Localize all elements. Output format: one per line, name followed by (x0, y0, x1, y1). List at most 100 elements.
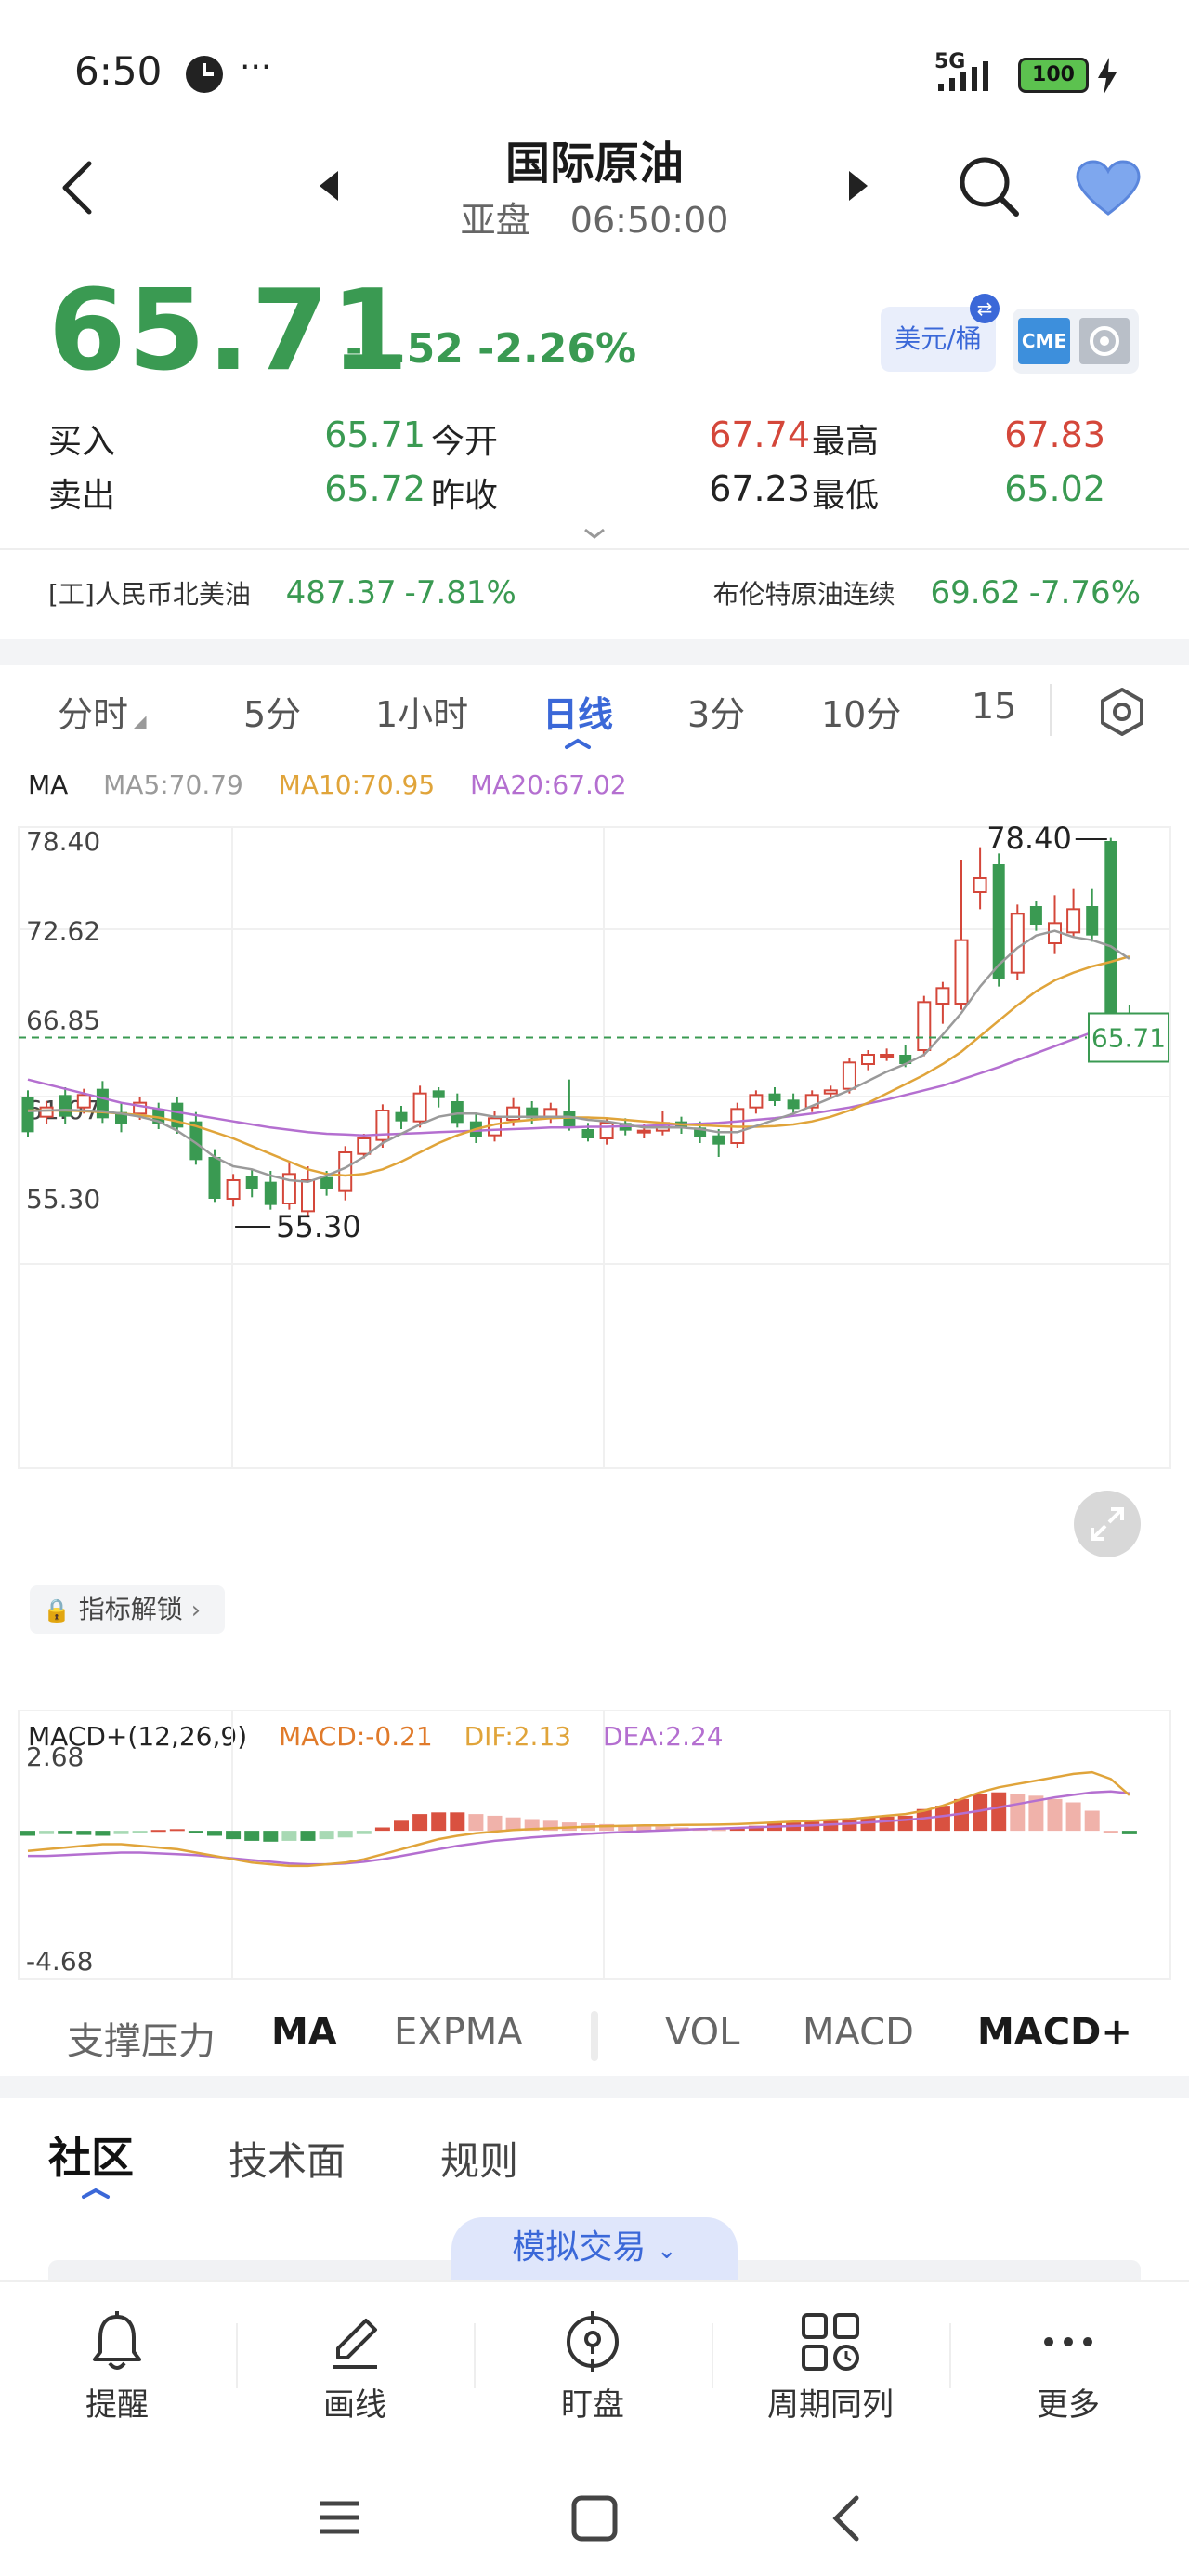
candle-body (935, 987, 950, 1005)
candle-body (226, 1179, 241, 1200)
related-item-brent[interactable]: 布伦特原油连续 69.62 -7.76% (713, 574, 1141, 611)
exchange-badge-group: CME (1013, 309, 1139, 374)
macd-histogram-bar (1103, 1831, 1118, 1833)
related-item-cny-oil[interactable]: [工]人民币北美油 487.37 -7.81% (48, 574, 516, 611)
tab-expma[interactable]: EXPMA (394, 2011, 523, 2054)
candle-body (712, 1135, 725, 1145)
menu-icon[interactable] (316, 2496, 362, 2539)
tab-1hour[interactable]: 1小时 (375, 694, 469, 735)
prev-instrument-icon[interactable] (316, 167, 344, 204)
tab-community[interactable]: 社区 (48, 2133, 134, 2183)
tab-label: 分时 (58, 694, 129, 735)
tab-intraday[interactable]: 分时 ◢ (58, 694, 147, 735)
ma10-legend: MA10:70.95 (278, 769, 436, 800)
candle-body (1104, 841, 1117, 1029)
macd-histogram-bar (188, 1831, 203, 1833)
macd-histogram-bar (300, 1831, 316, 1841)
macd-histogram-bar (636, 1825, 652, 1832)
related-name: 布伦特原油连续 (712, 579, 895, 610)
ma-legend: MA MA5:70.79 MA10:70.95 MA20:67.02 (28, 769, 627, 800)
home-icon[interactable] (570, 2494, 619, 2543)
unlock-indicators-button[interactable]: 🔒 指标解锁 › (30, 1585, 226, 1634)
macd-histogram-bar (897, 1815, 913, 1832)
dif-value: DIF:2.13 (464, 1721, 572, 1752)
active-tab-indicator (565, 738, 591, 749)
candle-body (861, 1054, 875, 1065)
candle-body (506, 1106, 521, 1121)
alert-button[interactable]: 提醒 (33, 2305, 201, 2425)
macd-histogram-bar (973, 1794, 988, 1832)
tab-technical[interactable]: 技术面 (229, 2138, 346, 2184)
tab-macd-plus[interactable]: MACD+ (977, 2011, 1132, 2054)
candle-body (768, 1093, 781, 1101)
sim-trade-button[interactable]: 模拟交易 ⌄ (451, 2217, 738, 2280)
draw-line-button[interactable]: 画线 (271, 2305, 438, 2425)
favorite-heart-icon[interactable] (1074, 160, 1143, 219)
price-change-abs: -1.52 (346, 325, 464, 373)
candle-body (954, 939, 969, 1005)
macd-histogram-bar (150, 1830, 166, 1833)
macd-legend-label: MACD+(12,26,9) (28, 1721, 248, 1752)
back-icon[interactable] (56, 158, 97, 217)
sim-trade-label: 模拟交易 (512, 2228, 647, 2267)
bottom-toolbar: 提醒 画线 盯盘 周期同列 更多 (0, 2280, 1189, 2425)
macd-chart[interactable]: 2.68 -4.68 (0, 1710, 1189, 1989)
watch-market-button[interactable]: 盯盘 (509, 2305, 676, 2425)
more-button[interactable]: 更多 (985, 2305, 1152, 2425)
tab-vol[interactable]: VOL (665, 2011, 740, 2054)
tab-support-resistance[interactable]: 支撑压力 (67, 2020, 216, 2063)
macd-histogram-bar (58, 1831, 73, 1834)
y-tick-label: 72.62 (26, 915, 100, 946)
macd-histogram-bar (412, 1814, 428, 1832)
chart-settings-icon[interactable] (1096, 686, 1148, 738)
tab-5min[interactable]: 5分 (243, 694, 302, 735)
tab-rules[interactable]: 规则 (440, 2138, 519, 2184)
divider (712, 2323, 713, 2388)
expand-quote-icon[interactable] (581, 526, 608, 541)
candle-body (375, 1110, 390, 1141)
tab-3min[interactable]: 3分 (687, 694, 746, 735)
price-change-pct: -2.26% (477, 325, 637, 373)
tab-ma[interactable]: MA (271, 2011, 337, 2054)
quote-grid: 买入 65.71 卖出 65.72 今开 67.74 昨收 67.23 最高 6… (48, 414, 1144, 517)
macd-frame (18, 1710, 1171, 1980)
candle-body (301, 1179, 315, 1213)
tab-15min[interactable]: 15 (972, 686, 1017, 727)
search-icon[interactable] (957, 154, 1022, 219)
tab-daily[interactable]: 日线 (542, 694, 614, 735)
macd-histogram-bar (113, 1831, 129, 1834)
fullscreen-button[interactable] (1074, 1491, 1141, 1557)
macd-histogram-bar (487, 1815, 503, 1832)
related-pct: -7.76% (1028, 574, 1141, 611)
macd-histogram-bar (337, 1831, 353, 1838)
high-marker-label: 78.40 (986, 821, 1072, 856)
tab-macd[interactable]: MACD (803, 2011, 914, 2054)
macd-legend: MACD+(12,26,9) MACD:-0.21 DIF:2.13 DEA:2… (28, 1721, 724, 1752)
open-value: 67.74 (709, 414, 810, 455)
macd-histogram-bar (468, 1814, 484, 1832)
next-instrument-icon[interactable] (843, 167, 871, 204)
tab-10min[interactable]: 10分 (821, 694, 902, 735)
prev-close-value: 67.23 (709, 468, 810, 509)
candle-body (1029, 906, 1042, 925)
ma5-line (27, 929, 1130, 1183)
macd-histogram-bar (991, 1792, 1007, 1832)
macd-histogram-bar (394, 1820, 409, 1832)
candle-body (208, 1157, 221, 1199)
candlestick-chart[interactable]: 78.4072.6266.8561.0755.302025-04-302025-… (0, 762, 1189, 1654)
bell-icon (93, 2311, 141, 2370)
watch-market-label: 盯盘 (561, 2386, 624, 2424)
candle-body (451, 1101, 464, 1124)
candle-body (245, 1176, 258, 1189)
swap-currency-icon[interactable]: ⇄ (970, 294, 1000, 323)
prev-close-label: 昨收 (431, 477, 499, 515)
period-compare-button[interactable]: 周期同列 (747, 2305, 914, 2425)
macd-histogram-bar (169, 1829, 185, 1832)
macd-histogram-bar (655, 1826, 671, 1832)
macd-histogram-bar (263, 1831, 279, 1842)
candle-body (992, 864, 1005, 979)
macd-histogram-bar (207, 1831, 222, 1836)
candle-body (694, 1127, 707, 1137)
open-label: 今开 (431, 423, 499, 461)
back-nav-icon[interactable] (829, 2494, 862, 2543)
